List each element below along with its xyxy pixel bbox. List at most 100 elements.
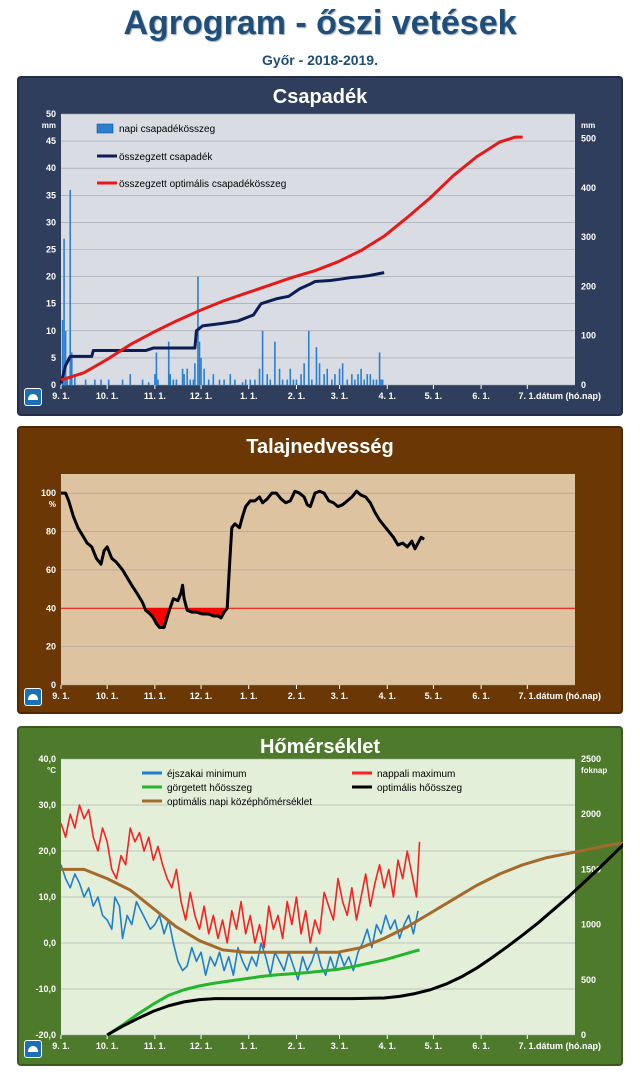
precipitation-bar	[274, 341, 276, 385]
y-tick-label: 10	[46, 326, 56, 336]
x-tick-label: 4. 1.	[378, 691, 396, 701]
soil-moisture-title: Talajnedvesség	[246, 436, 394, 458]
x-tick-label: 1. 1.	[240, 391, 258, 401]
precipitation-bar	[70, 352, 73, 385]
precipitation-bar	[223, 379, 225, 385]
legend-label: összegzett optimális csapadékösszeg	[119, 179, 286, 190]
legend-label: napi csapadékösszeg	[119, 124, 215, 135]
precipitation-bar	[326, 368, 329, 385]
y2-tick-label: 400	[581, 183, 596, 193]
precipitation-bar	[351, 374, 353, 385]
precipitation-bar	[141, 379, 144, 385]
x-tick-label: 6. 1.	[472, 691, 490, 701]
precipitation-bar	[129, 374, 132, 385]
page-subtitle: Győr - 2018-2019.	[262, 52, 378, 68]
x-tick-label: 9. 1.	[52, 391, 70, 401]
x-tick-label: 9. 1.	[52, 1041, 70, 1051]
y-tick-label: 20	[46, 642, 56, 652]
precipitation-chart: 051015202530354045500100200300400500mmmm…	[42, 109, 601, 401]
optimal-daily-mean-line	[61, 841, 623, 954]
precipitation-bar	[157, 379, 159, 385]
y-tick-label: 15	[46, 299, 56, 309]
y2-tick-label: 1500	[581, 864, 601, 874]
precipitation-bar	[175, 379, 178, 385]
precipitation-bar	[203, 368, 205, 385]
precipitation-bar	[194, 363, 196, 385]
precipitation-bar	[261, 330, 264, 385]
y2-tick-label: 1000	[581, 920, 601, 930]
precipitation-bar	[218, 379, 221, 385]
precipitation-bar	[278, 368, 281, 385]
x-tick-label: 10. 1.	[96, 391, 119, 401]
x-tick-label: 3. 1.	[331, 1041, 349, 1051]
x-tick-label: 11. 1.	[144, 1041, 166, 1051]
precipitation-bar	[369, 374, 372, 385]
precipitation-bar	[155, 352, 158, 385]
x-tick-label: 2. 1.	[288, 1041, 306, 1051]
optimal-cumulative-precipitation-line	[60, 135, 523, 382]
precipitation-bar	[66, 379, 68, 385]
precipitation-bar	[318, 363, 321, 385]
precipitation-bar	[334, 374, 336, 385]
omsz-logo-icon	[24, 388, 42, 406]
y-tick-label: 45	[46, 136, 56, 146]
precipitation-bar	[286, 379, 289, 385]
precipitation-bar	[366, 374, 369, 385]
x-tick-label: 3. 1.	[331, 391, 349, 401]
precipitation-bar	[154, 374, 156, 385]
precipitation-bar	[63, 238, 65, 385]
precipitation-bar	[346, 379, 349, 385]
temperature-title: Hőmérséklet	[259, 736, 381, 758]
x-tick-label: 7. 1.	[519, 1041, 537, 1051]
omsz-logo-icon	[24, 688, 42, 706]
x-tick-label: 10. 1.	[96, 1041, 119, 1051]
x-tick-label: 2. 1.	[288, 691, 306, 701]
precipitation-bar	[229, 374, 232, 385]
y-tick-label: 0	[51, 680, 56, 690]
precipitation-bar	[169, 374, 172, 385]
precipitation-panel: 0 5 10 15 20 25 30 35 40 45 50 0 100 200 300 400 500 mm mm…	[17, 76, 623, 416]
y-tick-label: 40	[46, 163, 56, 173]
legend-swatch	[96, 123, 114, 134]
precipitation-bar	[360, 368, 362, 385]
precipitation-bar	[269, 379, 272, 385]
y2-tick-label: 500	[581, 975, 596, 985]
y-tick-label: 10,0	[38, 892, 56, 902]
moisture-deficit-area	[145, 608, 169, 628]
precipitation-bar	[258, 368, 261, 385]
y-unit-label: °C	[47, 766, 56, 775]
y2-tick-label: 500	[581, 134, 596, 144]
x-tick-label: 7. 1.	[519, 691, 537, 701]
precipitation-bar	[289, 368, 292, 385]
precipitation-bar	[323, 374, 325, 385]
y2-tick-label: 100	[581, 331, 596, 341]
x-tick-label: 12. 1.	[190, 1041, 213, 1051]
precipitation-bar	[354, 379, 356, 385]
y-tick-label: 40	[46, 603, 56, 613]
x-tick-label: 12. 1.	[190, 691, 213, 701]
y-tick-label: 60	[46, 565, 56, 575]
x-axis-label: dátum (hó.nap)	[536, 391, 601, 401]
y-tick-label: 30,0	[38, 800, 56, 810]
precipitation-bar	[244, 379, 247, 385]
precipitation-bar	[266, 374, 269, 385]
precipitation-bar	[341, 363, 344, 385]
y-tick-label: 0	[51, 380, 56, 390]
x-tick-label: 6. 1.	[472, 1041, 490, 1051]
precipitation-bar	[375, 379, 378, 385]
precipitation-bar	[207, 379, 210, 385]
precipitation-bar	[167, 341, 170, 385]
precipitation-bar	[303, 363, 305, 385]
optimal-heat-sum-line	[106, 842, 623, 1037]
omsz-logo-icon	[24, 1040, 42, 1058]
precipitation-bar	[69, 189, 72, 385]
x-tick-label: 7. 1.	[519, 391, 537, 401]
temperature-chart: -20,0 -10,0 0,0 10,0 20,0 30,0 40,0 0 500 1000 150…	[35, 754, 623, 1051]
legend-label: összegzett csapadék	[119, 152, 213, 163]
y-unit-label: mm	[42, 121, 56, 130]
precipitation-bar	[64, 330, 67, 385]
x-tick-label: 10. 1.	[96, 691, 119, 701]
legend-label: görgetett hőösszeg	[167, 783, 252, 794]
y-tick-label: 80	[46, 527, 56, 537]
y-tick-label: 50	[46, 109, 56, 119]
